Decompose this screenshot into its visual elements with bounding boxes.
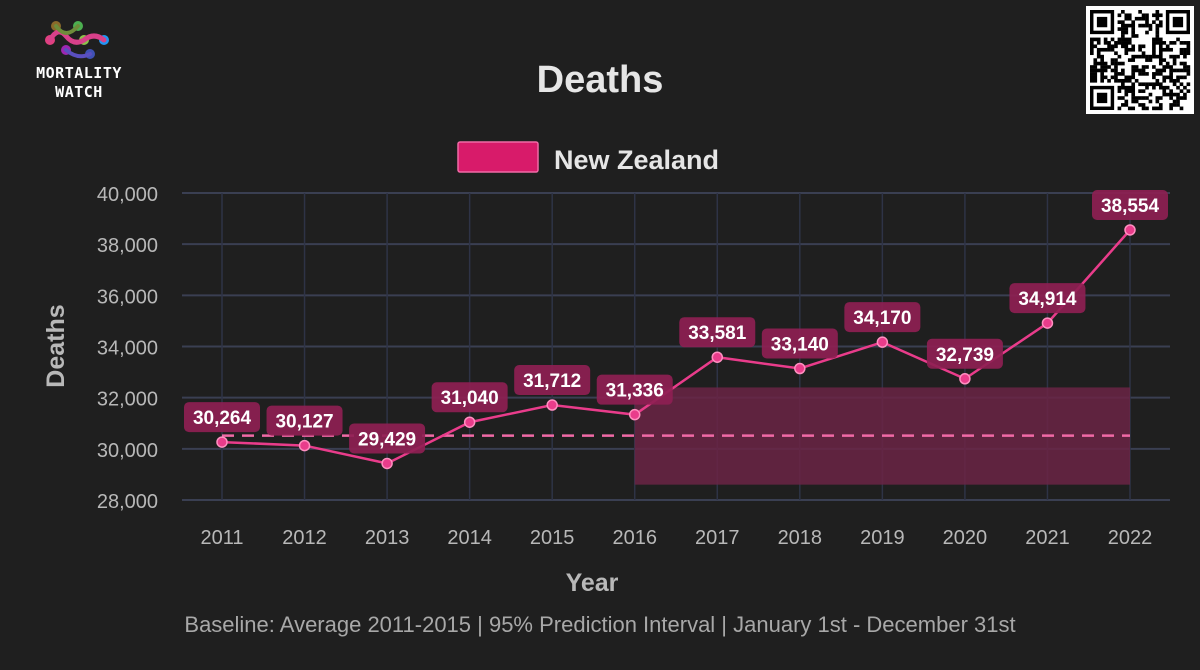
data-point xyxy=(1124,224,1136,236)
data-label-box xyxy=(266,405,343,436)
x-tick-label: 2013 xyxy=(365,527,410,549)
data-label: 30,127 xyxy=(275,412,333,433)
chart-footnote: Baseline: Average 2011-2015 | 95% Predic… xyxy=(184,612,1015,637)
data-point xyxy=(381,457,393,470)
x-tick-label: 2018 xyxy=(778,527,823,549)
data-label-box xyxy=(761,328,838,359)
data-label-box xyxy=(184,402,260,433)
series-polyline xyxy=(221,229,1131,465)
data-label-box xyxy=(596,374,673,405)
legend: New Zealand xyxy=(457,141,719,175)
data-label-box xyxy=(349,423,426,454)
x-tick-label: 2011 xyxy=(200,527,243,549)
data-labels: 30,264 30,127 29,429 31,040 31,712 31,336 33,5… xyxy=(184,189,1168,454)
y-axis-ticks: 28,000 30,000 32,000 34,000 36,000 38,000 40,0… xyxy=(97,184,158,513)
data-label: 31,336 xyxy=(606,381,664,402)
qr-code-icon xyxy=(1090,10,1191,111)
data-point xyxy=(628,408,641,421)
x-axis-ticks: 2011 2012 2013 2014 2015 2016 2017 2018 2019 2020… xyxy=(200,527,1152,549)
x-tick-label: 2016 xyxy=(612,527,657,549)
logo-text-line2: WATCH xyxy=(55,83,103,101)
data-point xyxy=(298,439,311,452)
x-tick-label: 2021 xyxy=(1025,527,1070,549)
mortality-watch-logo: MORTALITY WATCH xyxy=(14,20,144,110)
y-tick-label: 30,000 xyxy=(97,440,158,462)
x-tick-label: 2022 xyxy=(1108,527,1153,549)
x-tick-label: 2012 xyxy=(282,527,327,549)
data-label: 38,554 xyxy=(1101,196,1160,217)
data-point xyxy=(959,373,971,385)
y-tick-label: 28,000 xyxy=(97,491,158,513)
legend-label: New Zealand xyxy=(554,145,719,175)
series-line xyxy=(216,224,1136,470)
data-point xyxy=(1041,317,1054,329)
data-label: 32,739 xyxy=(936,345,994,366)
data-label: 33,140 xyxy=(771,335,829,356)
y-tick-label: 40,000 xyxy=(97,184,158,206)
data-label-box xyxy=(926,338,1003,369)
y-axis-label: Deaths xyxy=(42,304,70,387)
logo-mark-icon xyxy=(45,21,109,59)
y-tick-label: 34,000 xyxy=(97,338,158,360)
qr-code xyxy=(1086,6,1194,114)
y-tick-label: 36,000 xyxy=(97,286,158,308)
data-point xyxy=(463,416,476,428)
x-tick-label: 2019 xyxy=(860,527,905,549)
chart-title: Deaths xyxy=(537,59,664,101)
legend-swatch xyxy=(457,141,539,173)
x-tick-label: 2015 xyxy=(530,527,575,549)
data-point xyxy=(711,351,724,363)
x-axis-label: Year xyxy=(566,569,619,597)
data-label-box xyxy=(514,365,591,396)
data-label: 34,170 xyxy=(853,308,911,329)
logo-text-line1: MORTALITY xyxy=(36,64,122,82)
data-label: 34,914 xyxy=(1018,289,1077,310)
data-point xyxy=(546,399,558,411)
data-label-box xyxy=(1009,283,1086,314)
data-label: 29,429 xyxy=(358,429,416,450)
data-label-box xyxy=(844,302,921,333)
data-label: 31,040 xyxy=(441,388,499,409)
data-label: 30,264 xyxy=(193,408,252,429)
data-label: 33,581 xyxy=(688,323,747,344)
x-tick-label: 2017 xyxy=(695,527,740,549)
data-point xyxy=(794,362,806,375)
data-label-box xyxy=(679,317,756,348)
x-tick-label: 2020 xyxy=(943,527,988,549)
data-label: 31,712 xyxy=(523,371,581,392)
data-point xyxy=(876,336,889,348)
data-point xyxy=(216,436,228,448)
data-label-box xyxy=(1092,189,1168,220)
y-tick-label: 38,000 xyxy=(97,235,158,257)
data-label-box xyxy=(431,382,508,413)
x-tick-label: 2014 xyxy=(447,527,492,549)
y-tick-label: 32,000 xyxy=(97,389,158,411)
